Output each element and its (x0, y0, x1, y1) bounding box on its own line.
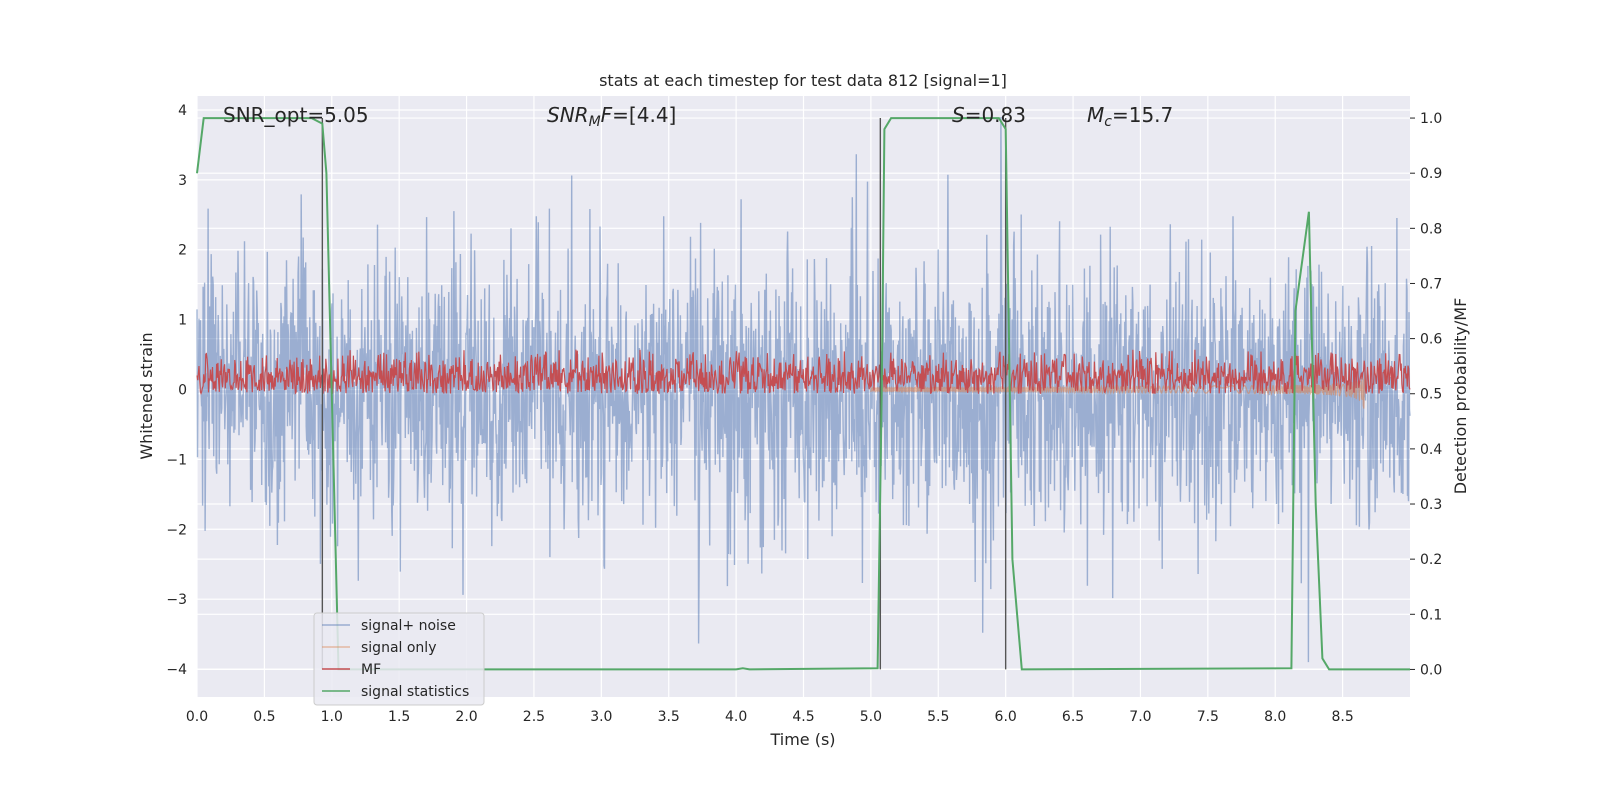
legend-label-signal-noise: signal+ noise (361, 618, 456, 634)
vertical-markers (321, 118, 1007, 670)
series-signal-noise (196, 116, 1411, 663)
x-tick-label: 6.0 (995, 709, 1017, 725)
y-right-tick-label: 0.3 (1420, 497, 1442, 513)
s-symbol: S (952, 103, 965, 127)
snr-mf-subscript: M (589, 114, 601, 130)
legend: signal+ noise signal only MF signal stat… (313, 612, 485, 706)
x-tick-label: 6.5 (1062, 709, 1084, 725)
y-left-tick-label: 2 (178, 243, 187, 259)
y-right-tick-label: 1.0 (1420, 111, 1442, 127)
snr-mf-suffix: F (601, 103, 613, 127)
chart-title: stats at each timestep for test data 812… (599, 71, 1007, 90)
annotation-mc-value: Mc=15.7 (1087, 103, 1173, 130)
x-tick-label: 2.0 (455, 709, 477, 725)
s-value: =0.83 (965, 103, 1026, 127)
mc-symbol: M (1087, 103, 1104, 127)
signal-statistics-line (196, 117, 1410, 671)
y-axis-left-label: Whitened strain (137, 332, 156, 459)
signal-noise-line (196, 116, 1411, 663)
snr-mf-value: =[4.4] (612, 103, 676, 127)
y-right-tick-label: 0.9 (1420, 166, 1442, 182)
y-left-tick-label: 1 (178, 313, 187, 329)
y-left-tick-label: −1 (166, 452, 187, 468)
legend-box (313, 612, 485, 706)
annotation-snr-opt: SNR_opt=5.05 (223, 103, 369, 127)
x-tick-label: 1.5 (388, 709, 410, 725)
y-left-tick-label: 0 (178, 383, 187, 399)
annotation-s-value: S=0.83 (952, 103, 1026, 127)
x-tick-label: 8.0 (1264, 709, 1286, 725)
y-right-tick-label: 0.4 (1420, 442, 1442, 458)
x-tick-label: 8.5 (1331, 709, 1353, 725)
legend-label-signal-statistics: signal statistics (361, 684, 469, 700)
y-axis-right: 0.0 0.1 0.2 0.3 0.4 0.5 0.6 0.7 0.8 0.9 1.0 (1410, 111, 1442, 678)
y-left-tick-label: −3 (166, 592, 187, 608)
series-mf (196, 349, 1411, 396)
y-left-tick-label: 3 (178, 173, 187, 189)
x-tick-label: 2.5 (523, 709, 545, 725)
y-right-tick-label: 0.5 (1420, 387, 1442, 403)
mc-subscript: c (1104, 114, 1112, 130)
x-tick-label: 7.5 (1197, 709, 1219, 725)
y-axis-left: −4 −3 −2 −1 0 1 2 3 4 (166, 103, 187, 678)
x-tick-label: 3.5 (658, 709, 680, 725)
x-tick-label: 4.0 (725, 709, 747, 725)
y-right-tick-label: 0.7 (1420, 276, 1442, 292)
x-tick-label: 5.5 (927, 709, 949, 725)
mc-value: =15.7 (1112, 103, 1173, 127)
series-signal-statistics (196, 117, 1410, 671)
x-axis: 0.0 0.5 1.0 1.5 2.0 2.5 3.0 3.5 4.0 4.5 5.0 5.5 6.0 6… (186, 709, 1354, 725)
y-axis-right-label: Detection probability/MF (1451, 298, 1470, 495)
y-right-tick-label: 0.6 (1420, 332, 1442, 348)
x-tick-label: 5.0 (860, 709, 882, 725)
x-tick-label: 0.5 (253, 709, 275, 725)
legend-label-mf: MF (361, 662, 381, 678)
x-tick-label: 1.0 (321, 709, 343, 725)
x-tick-label: 4.5 (792, 709, 814, 725)
x-axis-label: Time (s) (769, 730, 835, 749)
legend-label-signal-only: signal only (361, 640, 436, 656)
mf-line (196, 349, 1411, 396)
y-left-tick-label: 4 (178, 103, 187, 119)
y-left-tick-label: −2 (166, 522, 187, 538)
y-right-tick-label: 0.1 (1420, 607, 1442, 623)
signal-only-line (870, 371, 1367, 409)
x-tick-label: 7.0 (1129, 709, 1151, 725)
annotation-snr-mf: SNRMF=[4.4] (547, 103, 676, 130)
y-left-tick-label: −4 (166, 662, 187, 678)
y-right-tick-label: 0.8 (1420, 221, 1442, 237)
y-right-tick-label: 0.0 (1420, 662, 1442, 678)
y-right-tick-label: 0.2 (1420, 552, 1442, 568)
x-tick-label: 3.0 (590, 709, 612, 725)
series-signal-only (870, 371, 1367, 409)
snr-mf-symbol: SNR (547, 103, 589, 127)
x-tick-label: 0.0 (186, 709, 208, 725)
